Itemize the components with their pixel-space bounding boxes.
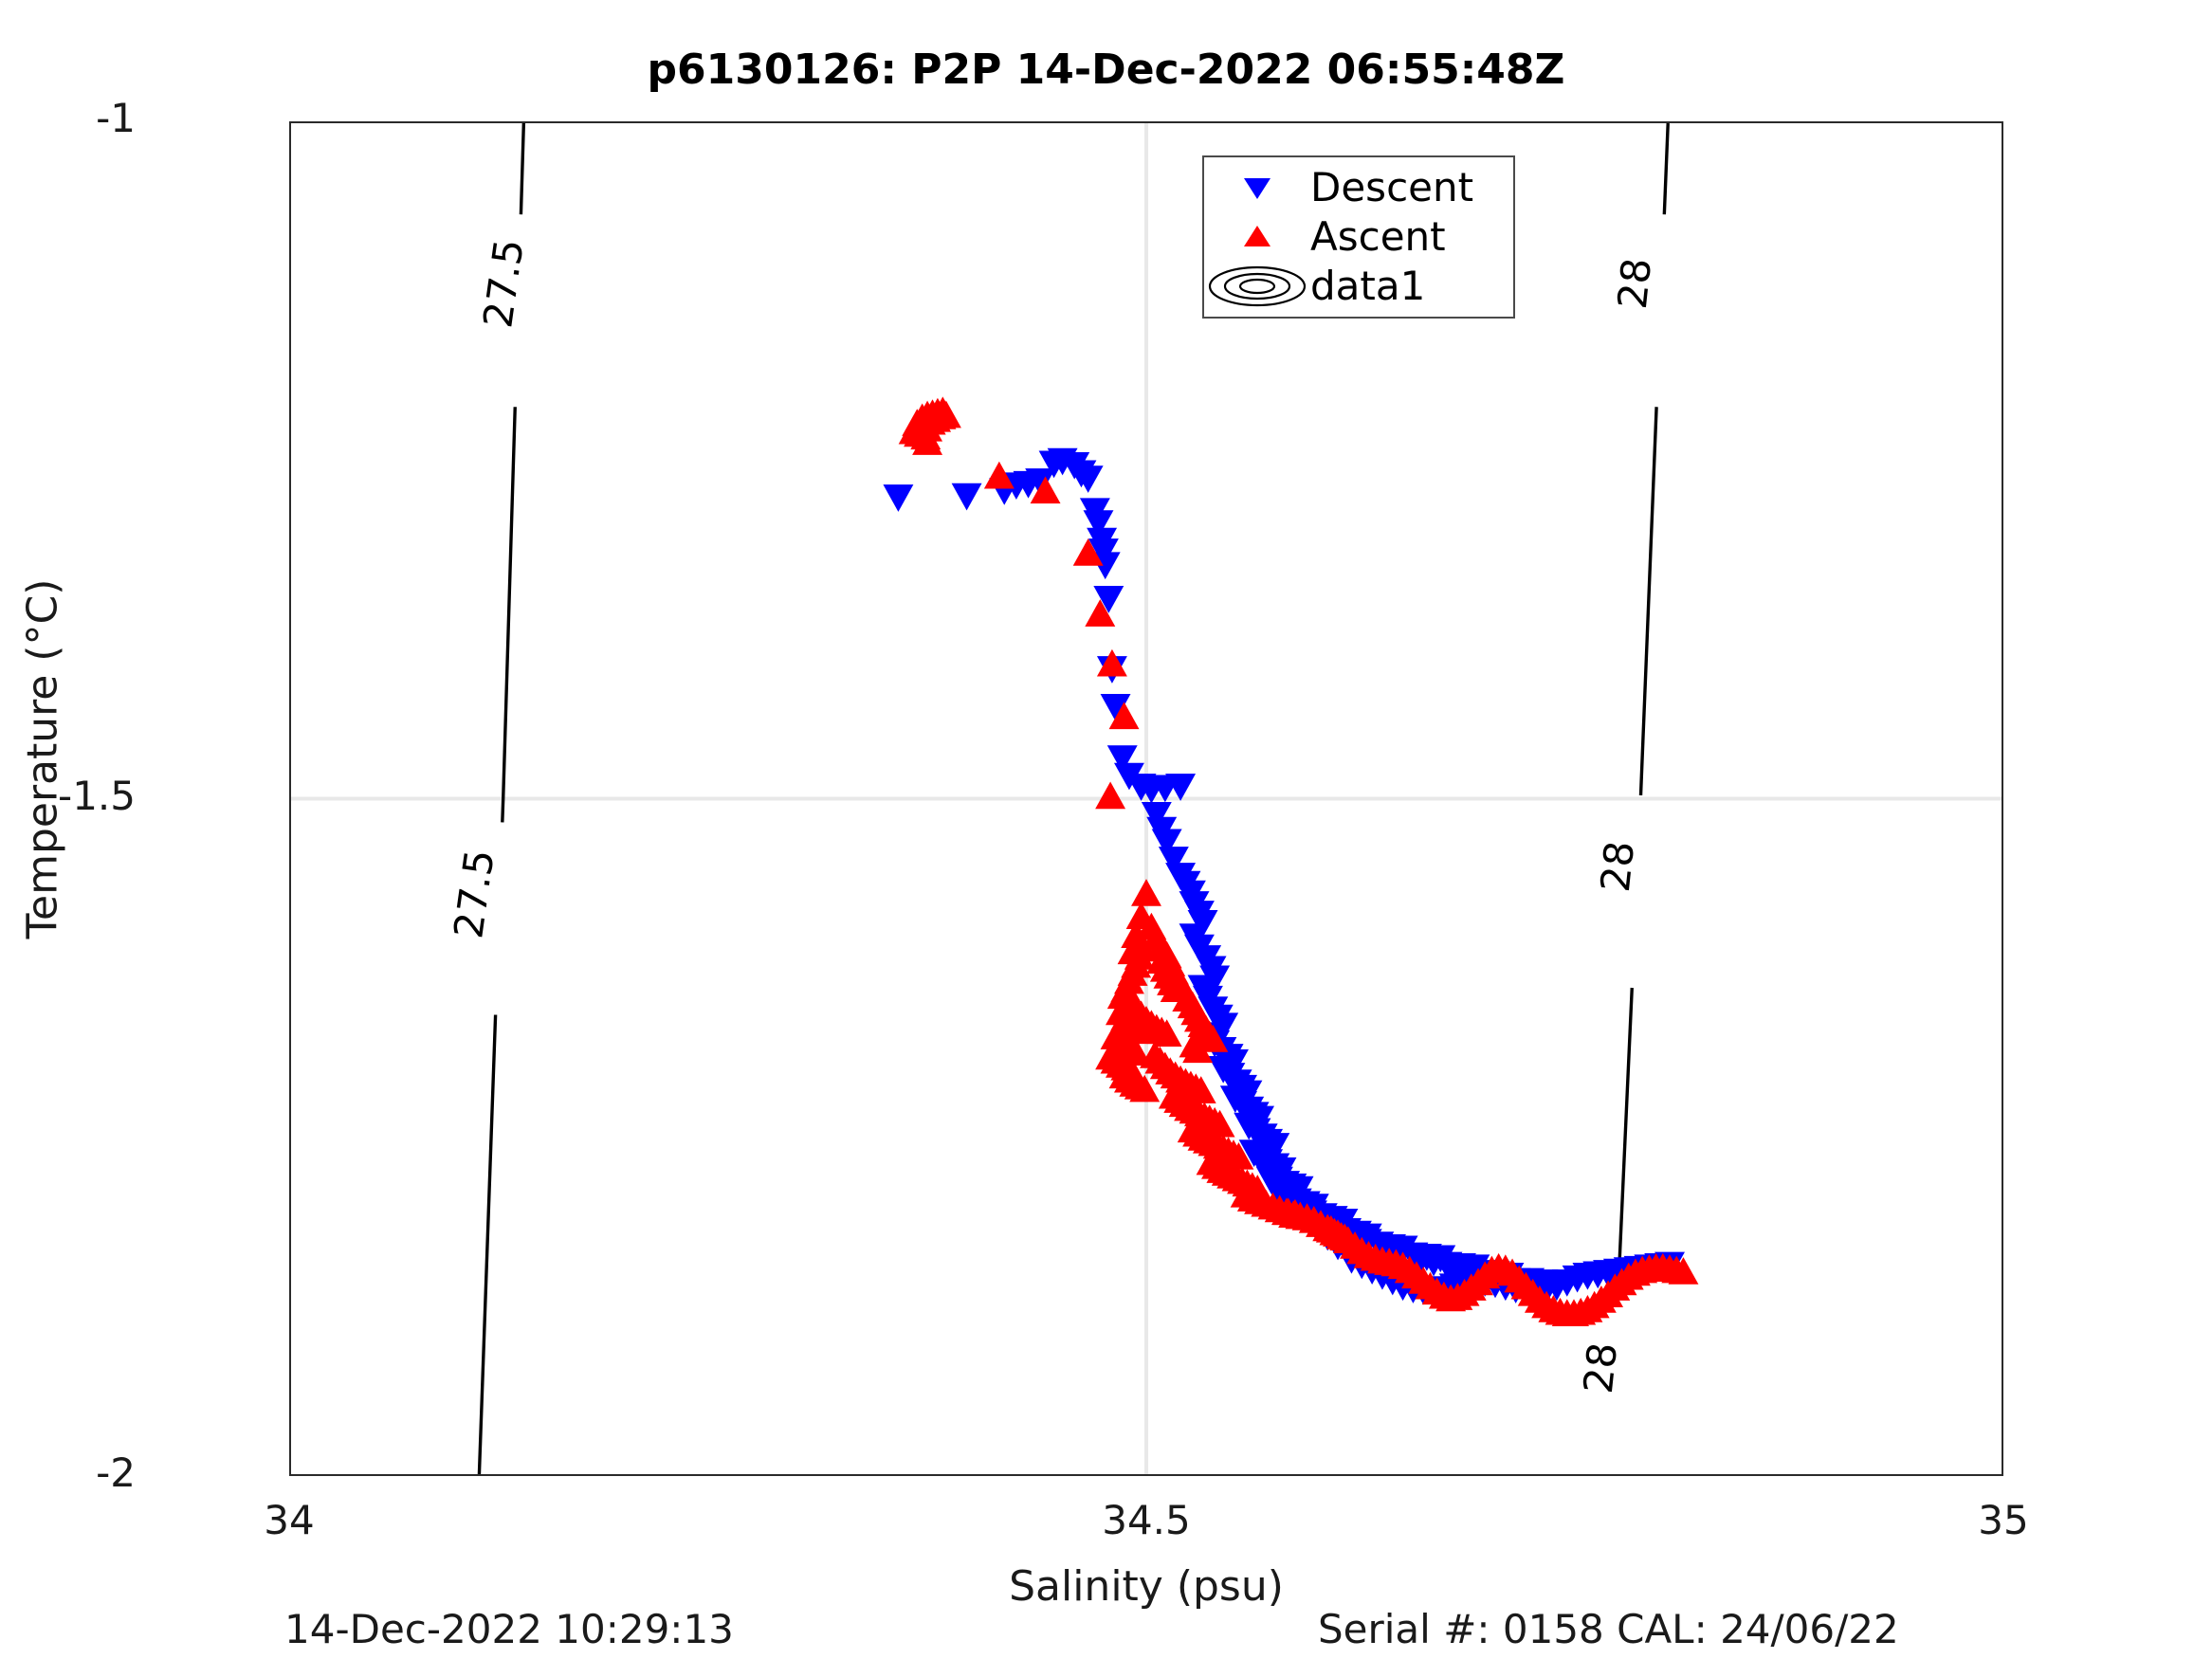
- data-point-marker: [1129, 1074, 1161, 1103]
- x-axis-tick-label: 34: [264, 1497, 315, 1543]
- footer-serial-info: Serial #: 0158 CAL: 24/06/22: [1318, 1606, 1899, 1652]
- legend-item-data1[interactable]: data1: [1204, 262, 1513, 311]
- y-axis-tick-label: -2: [96, 1449, 136, 1496]
- legend-item-ascent[interactable]: Ascent: [1204, 212, 1513, 262]
- data-point-marker: [1093, 586, 1124, 613]
- y-axis-tick-label: -1: [96, 95, 136, 141]
- scatter-plot-canvas: [291, 123, 2002, 1474]
- data-point-marker: [1072, 465, 1104, 493]
- data-point-marker: [1279, 1198, 1310, 1227]
- data-point-marker: [912, 428, 943, 455]
- contour-label: 28: [1592, 838, 1644, 895]
- data-point-marker: [1255, 1166, 1287, 1194]
- x-axis-tick-label: 35: [1978, 1497, 2029, 1543]
- data-point-marker: [1668, 1257, 1699, 1285]
- footer-timestamp: 14-Dec-2022 10:29:13: [284, 1606, 734, 1652]
- contour-label: 28: [1574, 1340, 1627, 1395]
- contour-label: 28: [1609, 256, 1661, 312]
- data-point-marker: [1151, 829, 1182, 857]
- data-point-marker: [1095, 781, 1126, 810]
- data-point-marker: [951, 483, 982, 511]
- data-point-marker: [1025, 468, 1056, 496]
- data-point-marker: [1141, 802, 1172, 830]
- contour-line: [1662, 123, 1670, 215]
- data-point-marker: [1165, 774, 1197, 801]
- y-axis-title: Temperature (°C): [18, 578, 67, 939]
- data-point-marker: [1151, 1019, 1182, 1048]
- contour-line: [501, 407, 517, 823]
- y-axis-tick-label: -1.5: [58, 772, 136, 819]
- contour-line: [1616, 987, 1634, 1296]
- data-point-marker: [1108, 702, 1140, 730]
- data-point-marker: [1096, 648, 1127, 677]
- data-point-marker: [1197, 1024, 1229, 1052]
- data-point-marker: [883, 484, 914, 512]
- data-point-marker: [1158, 847, 1189, 874]
- legend-label: Ascent: [1310, 213, 1446, 260]
- page-title: p6130126: P2P 14-Dec-2022 06:55:48Z: [647, 46, 1565, 94]
- data-point-marker: [1072, 538, 1104, 566]
- data-point-marker: [1085, 599, 1116, 627]
- data-point-marker: [1125, 1016, 1157, 1045]
- data-point-marker: [1182, 1035, 1214, 1064]
- data-point-marker: [1083, 510, 1114, 538]
- chart-legend[interactable]: Descent Ascent data1: [1202, 155, 1515, 319]
- data-point-marker: [930, 400, 961, 428]
- legend-label: data1: [1310, 263, 1426, 309]
- data-point-marker: [983, 461, 1015, 489]
- legend-item-descent[interactable]: Descent: [1204, 163, 1513, 212]
- down-triangle-icon: [1204, 173, 1310, 202]
- data-point-marker: [1329, 1223, 1361, 1251]
- x-axis-tick-label: 34.5: [1102, 1497, 1191, 1543]
- x-axis-title: Salinity (psu): [1009, 1562, 1284, 1611]
- contour-line: [477, 1014, 498, 1474]
- data-point-marker: [1131, 879, 1161, 906]
- data-point-marker: [1030, 476, 1061, 504]
- contour-line: [519, 123, 526, 215]
- data-point-marker: [1208, 1012, 1239, 1041]
- plot-area: [289, 121, 2003, 1476]
- legend-label: Descent: [1310, 164, 1474, 210]
- data-point-marker: [1185, 1076, 1216, 1103]
- contour-line: [1638, 407, 1658, 796]
- data-point-marker: [1100, 694, 1131, 721]
- contour-ellipses-icon: [1204, 263, 1310, 310]
- data-point-marker: [1106, 745, 1138, 773]
- up-triangle-icon: [1204, 223, 1310, 251]
